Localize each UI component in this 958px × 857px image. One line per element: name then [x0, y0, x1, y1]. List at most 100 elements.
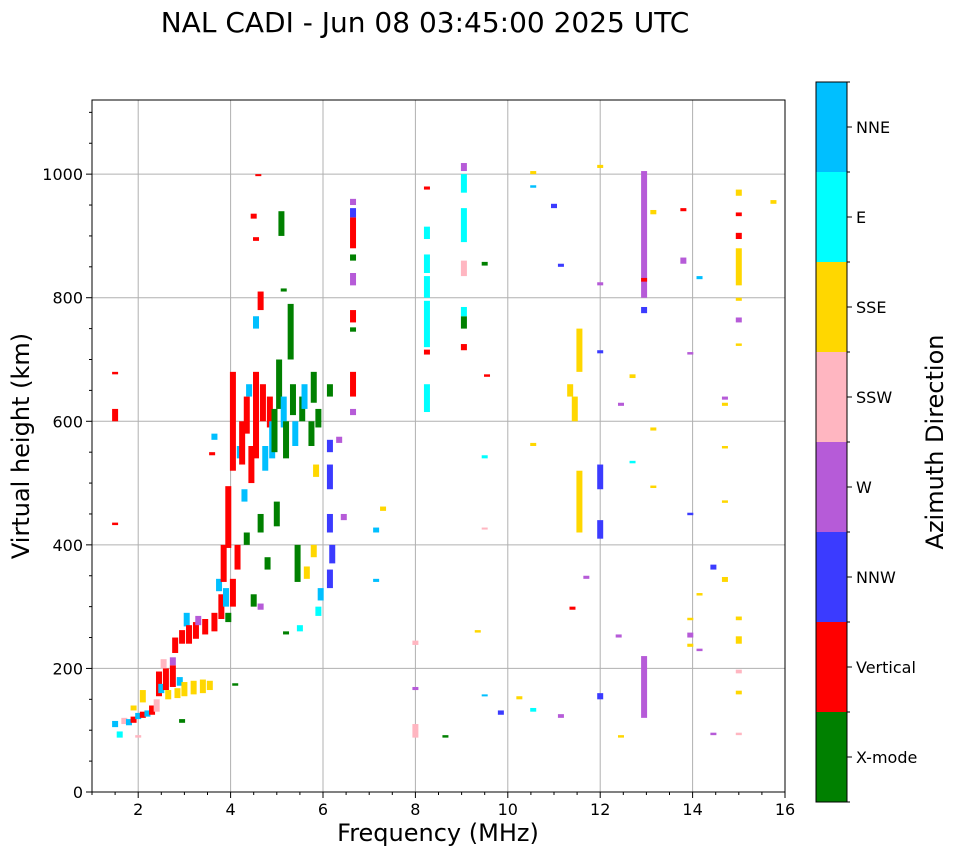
echo-w	[710, 732, 717, 736]
colorbar-tick-label: X-mode	[856, 748, 917, 767]
echo-x-mode	[308, 421, 315, 446]
echo-x-mode	[315, 408, 322, 428]
echo-sse	[571, 396, 578, 422]
echo-x-mode	[179, 719, 186, 723]
echo-x-mode	[326, 384, 333, 397]
echo-x-mode	[257, 513, 264, 533]
echo-w	[412, 686, 419, 691]
echo-sse	[696, 593, 703, 596]
echo-vertical	[255, 174, 262, 177]
echo-sse	[650, 427, 657, 431]
echo-nne	[696, 276, 703, 280]
x-tick-label: 4	[226, 800, 236, 819]
echo-x-mode	[273, 501, 280, 527]
echo-vertical	[202, 619, 209, 635]
echo-w	[350, 408, 357, 416]
echo-nne	[211, 433, 218, 440]
echo-sse	[735, 297, 742, 301]
echo-nnw	[597, 350, 604, 354]
echo-nne	[253, 316, 260, 329]
colorbar-swatch-nne	[816, 82, 847, 172]
echo-sse	[735, 343, 742, 346]
echo-vertical	[350, 371, 357, 397]
echo-vertical	[234, 544, 241, 570]
echo-sse	[687, 617, 694, 621]
echo-nnw	[326, 464, 333, 490]
echo-nnw	[710, 564, 717, 570]
echo-sse	[516, 696, 523, 700]
echo-ssw	[153, 699, 160, 712]
echo-w	[617, 402, 624, 406]
echo-nne	[158, 683, 165, 694]
echo-w	[721, 396, 728, 400]
echo-e	[530, 707, 537, 712]
echo-sse	[130, 705, 137, 711]
colorbar-frame	[815, 81, 848, 803]
echo-sse	[303, 566, 310, 579]
echo-sse	[165, 690, 172, 700]
echo-w	[597, 282, 604, 286]
echo-ssw	[460, 260, 467, 277]
echo-sse	[181, 682, 188, 697]
echo-sse	[567, 384, 574, 397]
echo-vertical	[350, 310, 357, 323]
colorbar-swatch-vertical	[816, 622, 847, 712]
echo-sse	[629, 374, 636, 379]
y-tick-label: 600	[52, 412, 83, 431]
echo-sse	[313, 464, 320, 477]
echo-vertical	[253, 371, 260, 459]
echo-vertical	[460, 344, 467, 351]
echo-sse	[721, 446, 728, 449]
echo-w	[336, 436, 343, 443]
echo-vertical	[220, 544, 227, 582]
echo-x-mode	[225, 612, 232, 623]
x-tick-label: 14	[682, 800, 702, 819]
colorbar-swatch-x-mode	[816, 712, 847, 802]
echo-vertical	[149, 705, 156, 715]
echo-nnw	[551, 203, 557, 209]
x-axis-ticks: 2 4 6 8 10 12 14 16	[91, 792, 795, 819]
echo-vertical	[229, 578, 236, 607]
echo-x-mode	[264, 557, 271, 570]
echo-sse	[310, 544, 317, 558]
echo-ssw	[735, 732, 742, 736]
echo-vertical	[229, 371, 236, 471]
echo-w	[641, 656, 648, 718]
echo-ssw	[135, 735, 142, 738]
echo-nnw	[557, 263, 564, 267]
echo-vertical	[162, 668, 169, 691]
echo-sse	[721, 500, 728, 503]
echo-vertical	[192, 622, 199, 639]
echo-e	[423, 254, 430, 273]
echo-vertical	[172, 637, 179, 653]
echo-vertical	[112, 371, 119, 375]
echo-e	[423, 384, 430, 413]
echo-vertical	[130, 716, 137, 723]
echo-e	[629, 460, 636, 464]
echo-sse	[139, 690, 146, 703]
colorbar-swatch-ssw	[816, 352, 847, 442]
echo-nnw	[597, 693, 604, 700]
echo-sse	[474, 630, 481, 633]
echo-sse	[687, 643, 694, 647]
echo-vertical	[186, 625, 193, 644]
echo-e	[481, 455, 488, 459]
colorbar-tick-label: SSE	[856, 298, 886, 317]
echo-sse	[735, 636, 742, 644]
echo-nnw	[329, 544, 336, 564]
x-tick-label: 6	[318, 800, 328, 819]
echo-vertical	[253, 237, 260, 241]
echo-e	[460, 174, 467, 193]
y-tick-label: 0	[73, 783, 83, 802]
x-tick-label: 10	[498, 800, 518, 819]
colorbar-tick-label: W	[856, 478, 872, 497]
echo-vertical	[112, 522, 119, 526]
echo-w	[557, 714, 564, 718]
echo-e	[423, 276, 430, 298]
echo-x-mode	[243, 532, 250, 545]
echo-nne	[373, 578, 380, 582]
echo-ssw	[121, 717, 128, 725]
echo-e	[423, 226, 430, 240]
echo-nnw	[497, 710, 504, 715]
echo-w	[696, 648, 703, 652]
